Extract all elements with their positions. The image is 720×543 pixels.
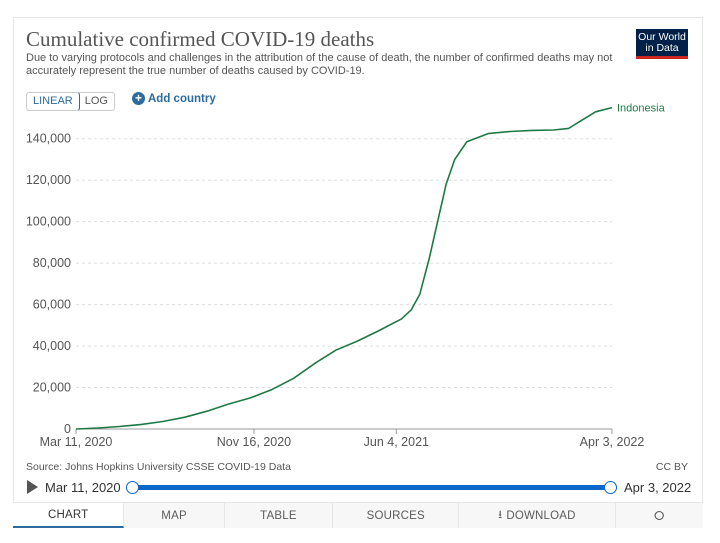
y-tick-label: 100,000 [26, 215, 71, 229]
y-tick-label: 40,000 [33, 339, 71, 353]
tab-download-label: DOWNLOAD [506, 509, 576, 522]
tab-sources[interactable]: SOURCES [333, 503, 460, 528]
scale-toggle: LINEAR LOG [26, 92, 115, 111]
series-line-indonesia [75, 106, 613, 430]
chart-subtitle: Due to varying protocols and challenges … [26, 52, 613, 77]
timeline-end-label: Apr 3, 2022 [624, 480, 692, 495]
tab-table[interactable]: TABLE [225, 503, 334, 528]
x-tick-label: Mar 11, 2020 [40, 435, 113, 449]
download-icon: ⭳ [498, 509, 503, 521]
logo-line-2: in Data [645, 42, 679, 54]
linear-scale-button[interactable]: LINEAR [26, 93, 80, 110]
y-tick-label: 80,000 [33, 256, 71, 270]
add-country-label: Add country [148, 92, 216, 105]
timeline-start-label: Mar 11, 2020 [45, 480, 121, 495]
tab-download[interactable]: ⭳ DOWNLOAD [459, 503, 616, 528]
series-label: Indonesia [617, 103, 666, 115]
owid-logo[interactable]: Our World in Data [636, 29, 688, 59]
share-button[interactable]: ⭘ [616, 503, 703, 528]
y-tick-label: 60,000 [33, 298, 71, 312]
y-tick-label: 20,000 [33, 381, 71, 395]
add-country-button[interactable]: + Add country [132, 92, 216, 105]
timeline-end-handle[interactable] [604, 481, 617, 494]
license-link[interactable]: CC BY [655, 461, 688, 473]
timeline-track[interactable] [132, 485, 610, 490]
source-note[interactable]: Source: Johns Hopkins University CSSE CO… [26, 461, 291, 473]
tab-map[interactable]: MAP [124, 503, 225, 528]
plus-icon: + [132, 92, 145, 105]
share-icon: ⭘ [653, 507, 665, 523]
timeline-start-handle[interactable] [126, 481, 139, 494]
y-tick-label: 140,000 [26, 132, 71, 146]
chart-title: Cumulative confirmed COVID-19 deaths [26, 27, 375, 51]
logo-line-1: Our World [638, 31, 686, 43]
chart-frame [13, 17, 703, 527]
y-tick-label: 120,000 [26, 173, 71, 187]
x-tick-label: Nov 16, 2020 [217, 435, 291, 449]
play-icon[interactable] [27, 480, 38, 494]
x-tick-label: Jun 4, 2021 [364, 435, 429, 449]
log-scale-button[interactable]: LOG [84, 95, 108, 107]
tab-chart[interactable]: CHART [13, 503, 125, 528]
tab-bar: CHART MAP TABLE SOURCES ⭳ DOWNLOAD ⭘ [13, 502, 703, 528]
y-tick-label: 0 [64, 422, 71, 436]
x-tick-label: Apr 3, 2022 [580, 435, 645, 449]
